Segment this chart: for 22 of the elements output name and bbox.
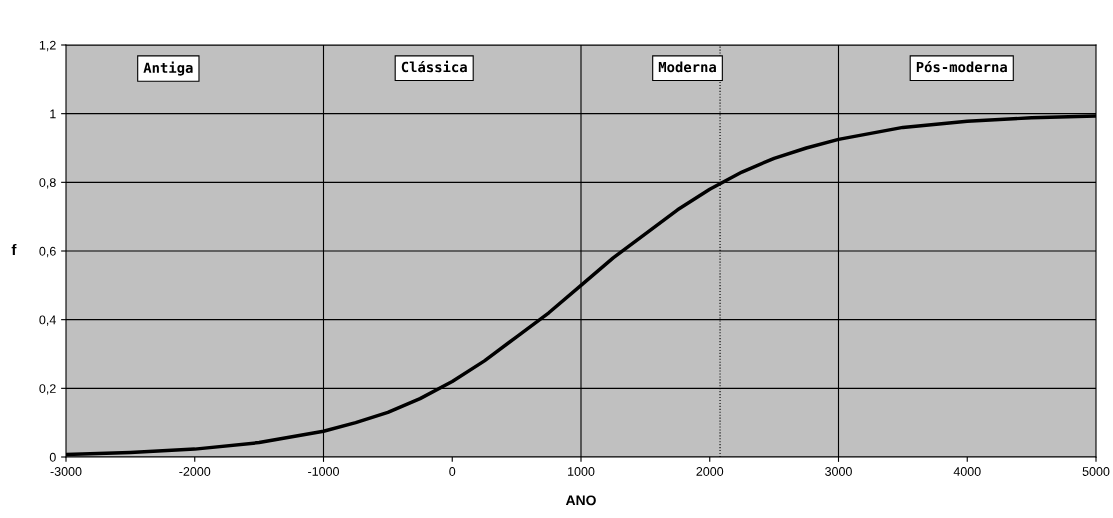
band-label: Clássica [401,60,467,73]
band-label: Antiga [143,61,193,76]
y-tick-label: 0,6 [39,246,56,258]
y-tick-label: 1,2 [39,40,56,52]
x-tick-label: -3000 [50,467,82,476]
x-tick-label: 5000 [1082,467,1110,476]
y-tick-label: 0,8 [39,178,56,189]
band-label: Moderna [658,61,716,73]
y-tick-label: 0,4 [39,315,56,326]
x-tick-label: 1000 [568,467,595,476]
y-tick-label: 1 [50,109,56,119]
x-tick-label: 3000 [825,467,852,476]
y-tick-label: 0,2 [39,384,56,395]
x-tick-label: -1000 [308,467,339,476]
x-tick-label: 0 [449,467,456,476]
x-axis-title: ANO [565,495,596,506]
x-tick-label: 4000 [953,467,981,476]
x-tick-label: -2000 [179,467,211,476]
y-axis-title: f [11,243,17,255]
y-tick-label: 0 [49,452,56,462]
x-tick-label: 2000 [696,467,724,476]
band-label: Pós-moderna [916,60,1007,73]
